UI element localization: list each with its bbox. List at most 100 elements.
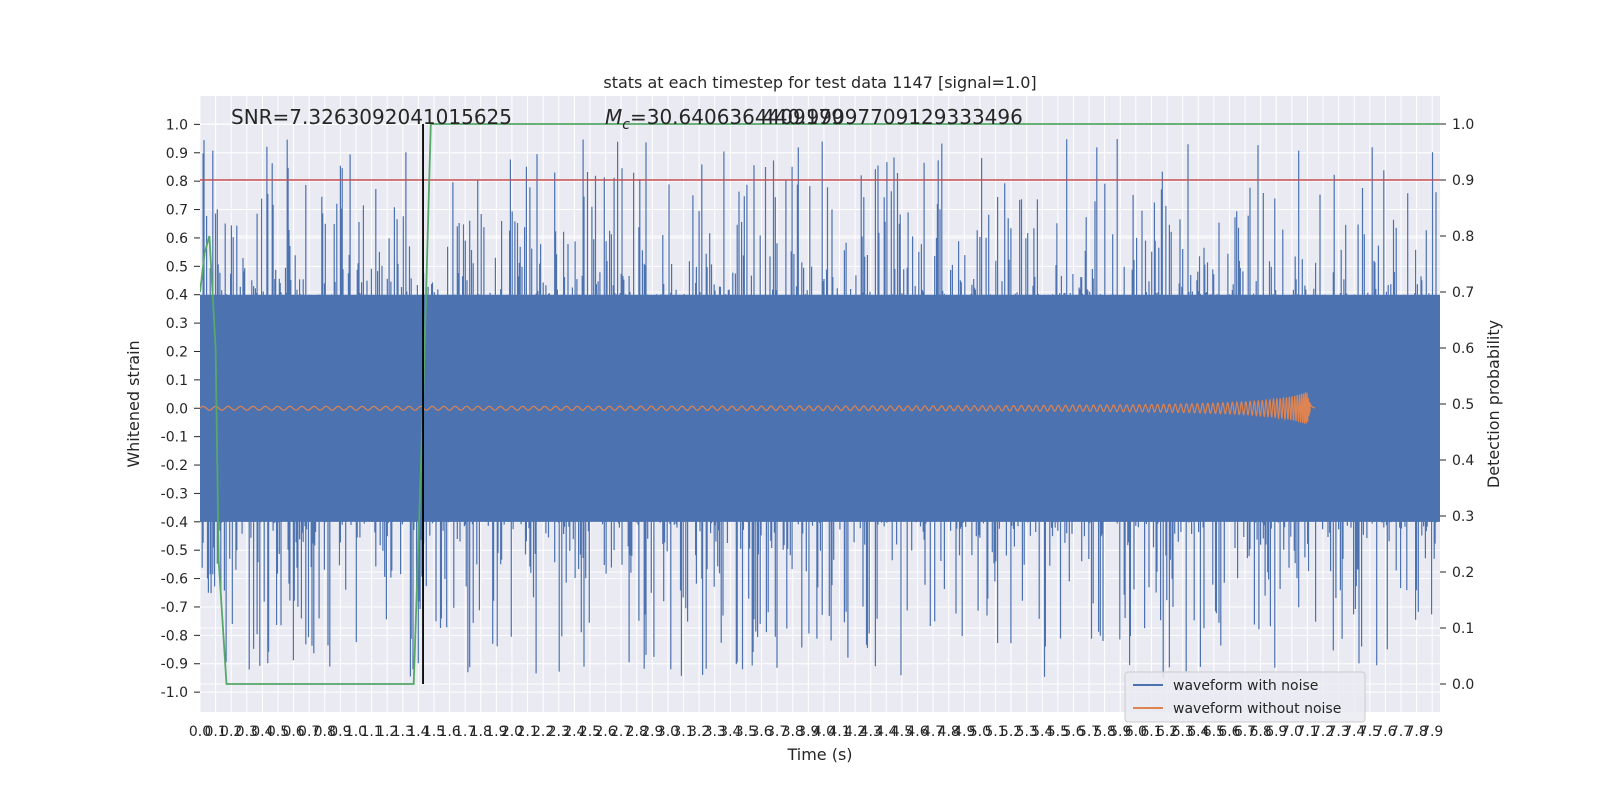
x-tick-label: 3.9 [797,724,819,740]
legend-label-clean: waveform without noise [1173,701,1341,717]
y-right-tick-label: 0.3 [1452,509,1474,525]
y-right-tick-label: 0.9 [1452,173,1474,189]
y-right-tick-label: 0.6 [1452,341,1474,357]
y-tick-label: -0.3 [161,486,188,502]
x-tick-label: 3.7 [766,724,788,740]
y-right-tick-label: 0.4 [1452,453,1474,469]
x-tick-label: 5.3 [1016,724,1038,740]
series-detection-probability [200,123,1440,685]
x-tick-label: 6.1 [1140,724,1162,740]
y-right-tick-label: 0.2 [1452,565,1474,581]
x-tick-label: 2.6 [594,724,616,740]
x-tick-label: 6.8 [1249,724,1271,740]
y-axis-label: Whitened strain [124,340,143,467]
x-tick-label: 6.3 [1172,724,1194,740]
x-tick-label: 7.0 [1281,724,1303,740]
x-tick-label: 3.8 [782,724,804,740]
x-tick-label: 1.5 [423,724,445,740]
x-tick-label: 4.0 [813,724,835,740]
x-tick-label: 0.9 [329,724,351,740]
x-tick-label: 1.2 [376,724,398,740]
x-tick-label: 2.3 [548,724,570,740]
x-tick-label: 7.9 [1421,724,1443,740]
y-right-tick-label: 1.0 [1452,117,1474,133]
x-tick-label: 5.0 [969,724,991,740]
chirp-mass-value: =30.6406364409179 [630,105,844,129]
x-tick-label: 1.1 [360,724,382,740]
y-tick-label: 0.1 [166,373,188,389]
legend-box [1124,671,1366,723]
legend: waveform with noise waveform without noi… [1124,671,1366,723]
x-tick-label: 1.9 [485,724,507,740]
x-tick-label: 4.5 [891,724,913,740]
x-tick-label: 4.8 [938,724,960,740]
x-tick-label: 3.3 [704,724,726,740]
x-tick-label: 7.1 [1296,724,1318,740]
x-tick-label: 7.6 [1374,724,1396,740]
x-tick-label: 3.6 [750,724,772,740]
x-tick-label: 2.2 [532,724,554,740]
x-tick-label: 6.2 [1156,724,1178,740]
x-tick-label: 1.8 [470,724,492,740]
x-tick-label: 1.0 [345,724,367,740]
x-tick-label: 2.7 [610,724,632,740]
y-tick-label: -0.8 [161,628,188,644]
x-tick-label: 2.4 [563,724,585,740]
x-tick-label: 2.1 [516,724,538,740]
chirp-mass-overlap-annotation: 440.99097709129333496 [762,105,1023,129]
y-tick-label: 0.9 [166,146,188,162]
y-tick-label: 1.0 [166,117,188,133]
x-tick-label: 7.2 [1312,724,1334,740]
y-tick-label: -0.5 [161,543,188,559]
x-tick-label: 7.8 [1405,724,1427,740]
y-right-tick-label: 0.8 [1452,229,1474,245]
x-tick-label: 4.1 [828,724,850,740]
y-tick-label: 0.7 [166,203,188,219]
y-tick-label: -0.1 [161,430,188,446]
y-tick-label: -0.2 [161,458,188,474]
x-tick-label: 5.8 [1094,724,1116,740]
x-tick-label: 7.7 [1390,724,1412,740]
x-tick-label: 4.9 [953,724,975,740]
chirp-mass-subscript: c [622,117,630,133]
x-tick-label: 7.3 [1327,724,1349,740]
series-waveform-without-noise [200,392,1316,424]
y-tick-label: -0.6 [161,572,188,588]
x-tick-label: 1.7 [454,724,476,740]
data-layer [200,123,1440,685]
x-tick-label: 3.2 [688,724,710,740]
x-tick-label: 6.0 [1125,724,1147,740]
y-right-axis-label: Detection probability [1484,320,1503,488]
x-tick-label: 7.4 [1343,724,1365,740]
x-tick-label: 1.3 [392,724,414,740]
x-tick-label: 2.9 [641,724,663,740]
x-tick-label: 0.3 [236,724,258,740]
x-tick-label: 5.6 [1062,724,1084,740]
y-right-tick-label: 0.5 [1452,397,1474,413]
x-tick-label: 7.5 [1359,724,1381,740]
x-tick-label: 5.7 [1078,724,1100,740]
x-axis-label: Time (s) [786,745,852,764]
x-tick-label: 0.8 [314,724,336,740]
x-tick-label: 5.9 [1109,724,1131,740]
x-tick-label: 6.6 [1218,724,1240,740]
x-tick-label: 3.0 [657,724,679,740]
x-tick-label: 4.3 [860,724,882,740]
x-tick-label: 3.4 [719,724,741,740]
x-tick-label: 1.6 [438,724,460,740]
y-right-tick-label: 0.0 [1452,677,1474,693]
x-tick-label: 1.4 [407,724,429,740]
x-tick-label: 3.5 [735,724,757,740]
x-tick-label: 3.1 [672,724,694,740]
x-tick-label: 4.6 [906,724,928,740]
y-tick-label: 0.6 [166,231,188,247]
x-tick-label: 0.2 [220,724,242,740]
x-tick-label: 2.0 [501,724,523,740]
axes: 0.00.10.20.30.40.50.60.70.80.91.01.11.21… [161,117,1475,740]
y-tick-label: -0.4 [161,515,188,531]
x-tick-label: 0.7 [298,724,320,740]
y-right-tick-label: 0.7 [1452,285,1474,301]
y-tick-label: 0.8 [166,174,188,190]
